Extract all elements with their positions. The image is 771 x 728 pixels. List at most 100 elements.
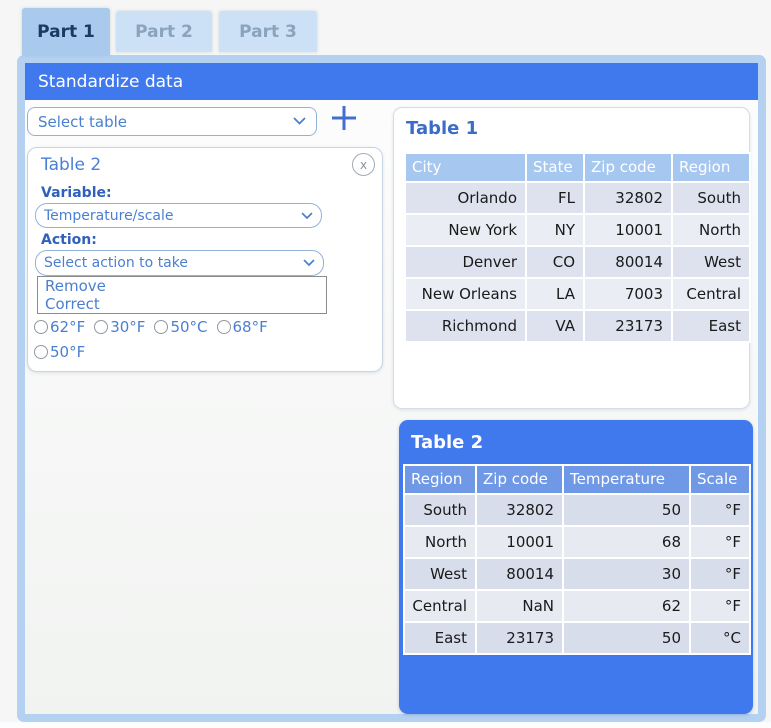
table-cell: °F [691,495,749,525]
table-select-value: Select table [38,112,128,131]
table-row: New York NY 10001 North [406,215,749,245]
radio-option-30f[interactable]: 30°F [94,318,145,336]
table-cell: 10001 [477,527,562,557]
radio-icon [34,345,48,359]
table-cell: VA [527,311,583,341]
table-cell: Richmond [406,311,525,341]
tab-part-1[interactable]: Part 1 [22,8,110,55]
radio-label: 30°F [110,318,146,336]
table2-config-card: Table 2 x Variable: Temperature/scale Ac… [27,147,383,372]
table-cell: New Orleans [406,279,525,309]
radio-option-62f[interactable]: 62°F [34,318,85,336]
chevron-down-icon [301,212,313,220]
table-cell: Central [405,591,475,621]
table-cell: 50 [564,495,689,525]
column-header: Temperature [564,466,689,493]
variable-dropdown-value: Temperature/scale [44,207,174,224]
standardize-data-panel: Standardize data Select table Table 2 x … [17,55,766,722]
chevron-down-icon [293,117,306,126]
table-row: West 80014 30 °F [405,559,749,589]
radio-option-50c[interactable]: 50°C [154,318,208,336]
column-header: Zip code [477,466,562,493]
table-cell: °F [691,527,749,557]
table1-card: Table 1 City State Zip code Region Orlando F… [393,107,751,409]
chevron-down-icon [303,259,315,267]
column-header: Region [673,154,749,181]
table-cell: 62 [564,591,689,621]
column-header: City [406,154,525,181]
temperature-radio-row-1: 62°F 30°F 50°C 68°F [34,318,268,336]
table-cell: North [405,527,475,557]
add-table-button[interactable] [328,104,360,136]
table-cell: New York [406,215,525,245]
table-cell: NY [527,215,583,245]
table-cell: 50 [564,623,689,653]
panel-title: Standardize data [38,71,184,92]
radio-option-68f[interactable]: 68°F [216,318,268,336]
table-select-dropdown[interactable]: Select table [27,107,317,136]
variable-label: Variable: [41,185,112,201]
table1: City State Zip code Region Orlando FL 32802 So… [404,152,751,343]
panel-header: Standardize data [25,63,758,100]
action-options-list: Remove Correct [37,276,327,314]
bottom-strip [0,722,771,728]
table-cell: 23173 [585,311,671,341]
action-label: Action: [41,232,97,248]
radio-icon [34,320,48,334]
table-cell: 10001 [585,215,671,245]
action-option-remove[interactable]: Remove [45,277,106,295]
action-option-correct[interactable]: Correct [45,295,100,313]
table2-header-row: Region Zip code Temperature Scale [405,466,749,493]
table-cell: Orlando [406,183,525,213]
plus-icon [330,104,358,136]
temperature-radio-row-2: 50°F [34,343,85,361]
table-row: Orlando FL 32802 South [406,183,749,213]
action-dropdown-value: Select action to take [44,255,188,271]
table-cell: LA [527,279,583,309]
table-cell: West [673,247,749,277]
table-row: East 23173 50 °C [405,623,749,653]
table-cell: 68 [564,527,689,557]
column-header: Scale [691,466,749,493]
table-cell: Central [673,279,749,309]
tab-part-2[interactable]: Part 2 [116,11,212,52]
table-cell: East [673,311,749,341]
table1-title: Table 1 [406,118,479,139]
table-row: Denver CO 80014 West [406,247,749,277]
table-cell: 32802 [477,495,562,525]
table-cell: 7003 [585,279,671,309]
radio-label: 50°F [50,343,86,361]
radio-icon [94,320,109,334]
table2-panel: Table 2 Region Zip code Temperature Scale S… [399,420,753,714]
table-cell: NaN [477,591,562,621]
table2-title: Table 2 [411,432,484,453]
table-cell: CO [527,247,583,277]
column-header: State [527,154,583,181]
close-button[interactable]: x [352,153,375,176]
table-cell: 23173 [477,623,562,653]
config-card-title: Table 2 [41,155,102,175]
radio-option-50f[interactable]: 50°F [34,343,85,361]
table-cell: 80014 [585,247,671,277]
table1-header-row: City State Zip code Region [406,154,749,181]
tab-part-3[interactable]: Part 3 [219,11,317,52]
radio-icon [154,320,169,334]
table2: Region Zip code Temperature Scale South 3280… [403,464,751,655]
table-cell: °C [691,623,749,653]
table-row: Richmond VA 23173 East [406,311,749,341]
radio-label: 50°C [170,318,208,336]
variable-dropdown[interactable]: Temperature/scale [35,203,322,228]
table-cell: 30 [564,559,689,589]
table-cell: 80014 [477,559,562,589]
table-cell: °F [691,591,749,621]
table-row: New Orleans LA 7003 Central [406,279,749,309]
column-header: Zip code [585,154,671,181]
table-row: South 32802 50 °F [405,495,749,525]
table-cell: FL [527,183,583,213]
action-dropdown[interactable]: Select action to take [35,250,324,276]
table-row: North 10001 68 °F [405,527,749,557]
table-cell: 32802 [585,183,671,213]
radio-label: 68°F [232,318,268,336]
table-cell: South [673,183,749,213]
table-cell: West [405,559,475,589]
